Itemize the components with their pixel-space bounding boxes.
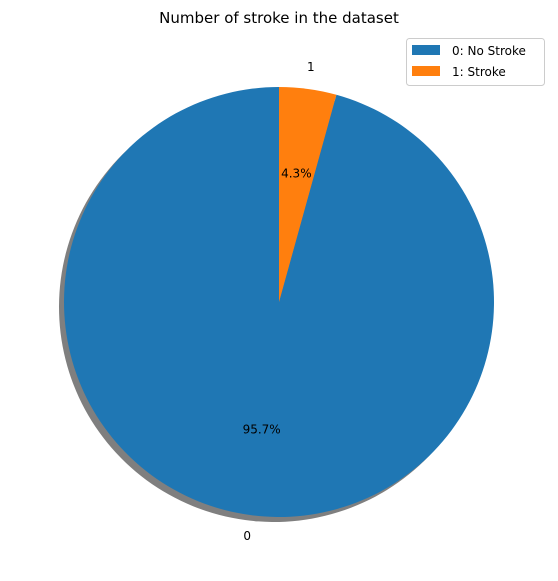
slice-label-no-stroke: 0 [243, 529, 251, 543]
chart-title: Number of stroke in the dataset [159, 9, 399, 27]
legend: 0: No Stroke 1: Stroke [406, 38, 545, 86]
pie-slices [64, 87, 494, 517]
legend-frame [406, 38, 545, 86]
legend-label-no-stroke: 0: No Stroke [452, 44, 526, 58]
legend-label-stroke: 1: Stroke [452, 65, 506, 79]
pct-label-no-stroke: 95.7% [243, 422, 281, 436]
pct-label-stroke: 4.3% [281, 167, 312, 181]
pie-labels: 0 95.7% 1 4.3% [243, 60, 315, 543]
slice-stroke [279, 87, 337, 302]
legend-swatch-stroke [412, 66, 440, 76]
slice-label-stroke: 1 [307, 60, 315, 74]
legend-swatch-no-stroke [412, 45, 440, 55]
